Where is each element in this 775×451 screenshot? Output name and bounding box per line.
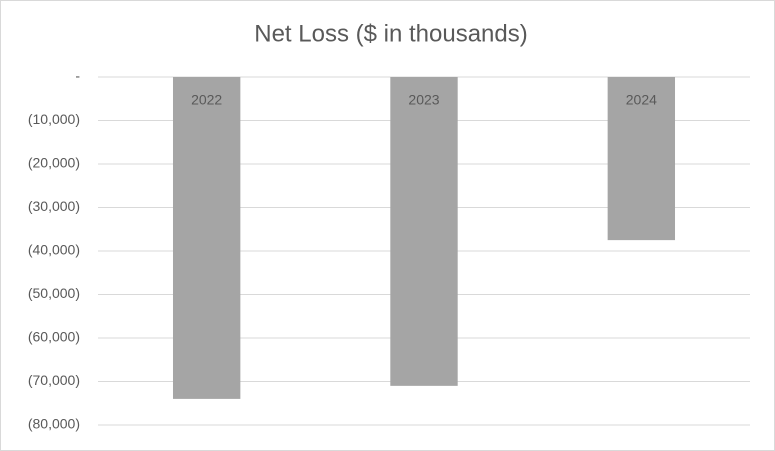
y-tick-label: - [75,68,80,84]
bar [172,77,241,399]
y-tick-label: (30,000) [28,198,80,214]
y-tick-label: (50,000) [28,285,80,301]
chart-title: Net Loss ($ in thousands) [254,20,527,47]
bar [607,77,676,241]
y-tick-label: (20,000) [28,155,80,171]
bar [390,77,458,386]
y-tick-label: (80,000) [28,416,80,432]
category-label: 2022 [191,92,222,108]
category-label: 2024 [626,92,657,108]
y-tick-label: (60,000) [28,329,80,345]
y-tick-label: (70,000) [28,372,80,388]
y-tick-label: (10,000) [28,111,80,127]
category-label: 2023 [408,92,439,108]
y-tick-label: (40,000) [28,242,80,258]
